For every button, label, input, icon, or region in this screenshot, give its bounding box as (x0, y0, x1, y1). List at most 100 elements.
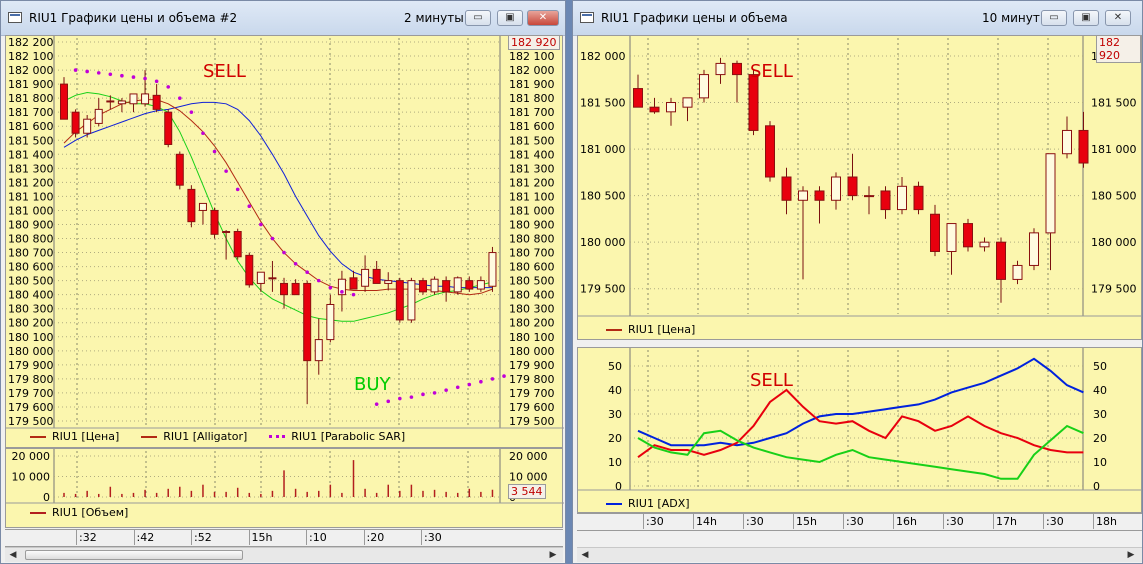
price-tick-label-left: 180 700 (8, 247, 54, 260)
right-window-title: RIU1 Графики цены и объема (601, 11, 788, 25)
adx-tick-label-right: 20 (1093, 432, 1107, 445)
minimize-button[interactable]: ▭ (1041, 10, 1067, 26)
parabolic-sar-dot (328, 285, 333, 290)
left-price-candle (60, 83, 68, 120)
time-tick-label: :30 (646, 515, 664, 528)
right-time-axis: :30 14h:30 15h:30 16h:30 17h:30 18h (577, 513, 1142, 531)
price-tick-label-right: 182 000 (509, 64, 555, 77)
legend-sar: RIU1 [Parabolic SAR] (269, 430, 405, 443)
right-price-candle (1012, 264, 1023, 280)
price-tick-label-left: 180 000 (580, 236, 626, 249)
adx-tick-label-left: 50 (608, 360, 622, 373)
right-price-candle (963, 223, 973, 248)
right-price-candle (682, 97, 693, 108)
left-price-candle (453, 277, 462, 293)
left-price-candle (326, 303, 335, 341)
time-tick-label: 16h (896, 515, 917, 528)
left-price-candle (488, 252, 497, 287)
price-tick-label-left: 181 000 (580, 143, 626, 156)
left-price-candle (372, 268, 381, 284)
parabolic-sar-dot (270, 236, 275, 241)
parabolic-sar-dot (96, 71, 101, 75)
price-tick-label-left: 180 300 (8, 303, 54, 316)
time-tick-line (248, 530, 250, 545)
parabolic-sar-dot (178, 96, 182, 100)
price-tick-label-right: 180 300 (509, 303, 555, 316)
parabolic-sar-dot (467, 382, 472, 387)
price-tick-label-right: 181 300 (509, 162, 555, 175)
scroll-left-icon[interactable]: ◀ (581, 550, 589, 560)
left-price-candle (117, 100, 126, 105)
scroll-right-icon[interactable]: ▶ (549, 550, 557, 560)
right-period-label: 10 минут (982, 11, 1040, 25)
parabolic-sar-dot (212, 149, 217, 154)
adx-tick-label-left: 20 (608, 432, 622, 445)
right-title-bar[interactable]: RIU1 Графики цены и объема 10 минут ▭ ▣ … (573, 1, 1142, 36)
price-tick-label-right: 180 500 (509, 275, 555, 288)
scroll-thumb[interactable] (25, 550, 243, 560)
right-price-legend: RIU1 [Цена] (606, 323, 717, 336)
alligator-teeth-line (63, 99, 493, 296)
left-window-title: RIU1 Графики цены и объема #2 (29, 11, 238, 25)
price-tick-label-right: 179 700 (509, 387, 555, 400)
close-button[interactable]: ✕ (1105, 10, 1131, 26)
adx-tick-label-right: 30 (1093, 408, 1107, 421)
parabolic-sar-dot (120, 73, 124, 78)
right-price-candle (633, 88, 643, 108)
time-tick-line (843, 514, 844, 529)
parabolic-sar-dot (421, 392, 425, 397)
time-tick-label: :30 (846, 515, 864, 528)
price-tick-label-right: 181 200 (509, 176, 555, 189)
price-tick-label-left: 180 000 (8, 345, 54, 358)
price-tick-label-right: 180 800 (509, 233, 555, 246)
minimize-button[interactable]: ▭ (465, 10, 491, 26)
price-tick-label-left: 182 200 (8, 36, 54, 49)
time-tick-line (743, 514, 744, 529)
price-tick-label-right: 181 500 (509, 134, 555, 147)
left-price-candle (418, 280, 427, 293)
legend-price: RIU1 [Цена] (30, 430, 119, 443)
scroll-right-icon[interactable]: ▶ (1127, 550, 1135, 560)
legend-price-label: RIU1 [Цена] (52, 430, 120, 443)
price-tick-label-left: 180 100 (8, 331, 54, 344)
time-tick-label: 15h (251, 531, 273, 544)
left-price-candle (233, 231, 242, 258)
right-price-candle (699, 74, 709, 99)
adx-line (637, 357, 1084, 447)
price-tick-label-left: 182 000 (580, 50, 626, 63)
left-price-candle (476, 280, 485, 290)
left-price-candle (164, 111, 173, 145)
right-last-price: 182 920 (1096, 35, 1141, 63)
adx-tick-label-right: 40 (1093, 384, 1107, 397)
time-tick-label: 18h (1096, 515, 1117, 528)
left-price-candle (280, 282, 289, 296)
parabolic-sar-dot (166, 85, 171, 89)
right-price-candle (1045, 153, 1056, 234)
price-tick-label-right: 181 000 (509, 204, 555, 217)
left-title-bar[interactable]: RIU1 Графики цены и объема #2 2 минуты ▭… (1, 1, 565, 36)
price-tick-label-left: 181 300 (8, 162, 54, 175)
left-horizontal-scrollbar[interactable]: ◀ ▶ (5, 547, 563, 562)
maximize-button[interactable]: ▣ (497, 10, 523, 26)
price-tick-label-right: 180 100 (509, 331, 555, 344)
price-tick-label-left: 182 100 (8, 50, 54, 63)
price-tick-label-left: 179 800 (8, 373, 54, 386)
time-tick-line (943, 514, 944, 529)
close-button[interactable]: ✕ (527, 10, 559, 26)
left-price-candle (314, 339, 323, 362)
price-tick-label-right: 181 900 (509, 78, 555, 91)
right-adx-pane[interactable]: 50 50 40 40 30 30 20 20 10 10 0 0 SELL RIU1 [ADX] (577, 347, 1142, 513)
sell-signal-label: SELL (203, 61, 246, 82)
right-horizontal-scrollbar[interactable]: ◀ ▶ (577, 547, 1142, 562)
left-volume-legend: RIU1 [Объем] (30, 506, 150, 519)
maximize-button[interactable]: ▣ (1073, 10, 1099, 26)
volume-tick-label-left: 20 000 (12, 450, 51, 463)
left-price-candle (256, 271, 265, 284)
right-price-candle (831, 176, 841, 201)
scroll-left-icon[interactable]: ◀ (9, 550, 17, 560)
left-price-candle (291, 282, 300, 296)
